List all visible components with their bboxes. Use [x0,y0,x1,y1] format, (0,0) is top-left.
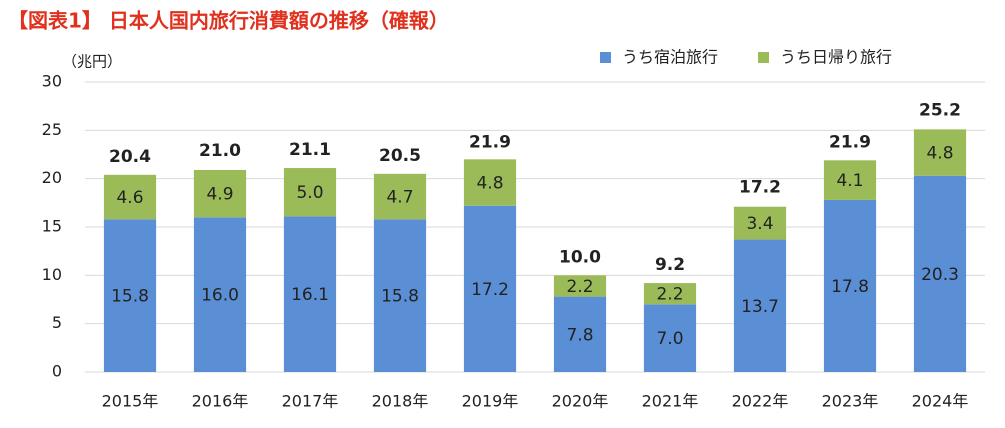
data-label: 15.8 [111,287,149,307]
x-tick-label: 2018年 [372,392,429,411]
data-label: 17.2 [471,280,509,300]
data-label: 4.7 [386,188,413,208]
total-label: 10.0 [559,247,601,267]
x-tick-label: 2021年 [642,392,699,411]
y-tick-label: 30 [42,72,62,91]
total-label: 17.2 [739,178,781,198]
bar-segment [823,199,877,372]
bar-segment [553,296,607,372]
legend-swatch [600,52,611,63]
data-label: 2.2 [656,285,683,305]
bar-segment [283,168,337,217]
data-label: 4.1 [836,171,863,191]
data-label: 7.0 [656,329,683,349]
data-label: 4.9 [206,185,233,205]
data-label: 4.8 [476,174,503,194]
x-tick-label: 2016年 [192,392,249,411]
bar-segment [463,205,517,372]
total-label: 20.4 [109,147,151,167]
data-label: 17.8 [831,277,869,297]
bar-segment [733,239,787,372]
bar-segment [463,159,517,206]
bar-segment [913,175,967,372]
total-label: 21.1 [289,140,331,160]
total-label: 25.2 [919,100,961,120]
chart-title: 【図表1】 日本人国内旅行消費額の推移（確報） [8,9,449,33]
bar-segment [643,304,697,372]
y-axis-label: （兆円） [62,53,122,71]
bar-segment [733,206,787,240]
bar-segment [193,169,247,218]
x-tick-label: 2015年 [102,392,159,411]
data-label: 7.8 [566,325,593,345]
total-label: 21.9 [469,132,511,152]
y-tick-label: 15 [42,217,62,236]
data-label: 15.8 [381,287,419,307]
bar-segment [193,217,247,372]
y-tick-label: 20 [42,168,62,187]
legend-label: うち宿泊旅行 [622,48,718,67]
bar-segment [373,173,427,220]
y-tick-label: 5 [52,313,62,332]
x-tick-label: 2024年 [912,392,969,411]
data-label: 4.8 [926,144,953,164]
legend-swatch [758,52,770,63]
x-tick-label: 2023年 [822,392,879,411]
data-label: 20.3 [921,265,959,285]
y-tick-label: 10 [42,265,62,284]
data-label: 16.1 [291,285,329,305]
x-tick-label: 2019年 [462,392,519,411]
total-label: 20.5 [379,146,421,166]
legend-label: うち日帰り旅行 [780,48,892,67]
data-label: 2.2 [566,277,593,297]
bar-segment [283,216,337,372]
bar-segment [103,174,157,220]
x-tick-label: 2017年 [282,392,339,411]
bar-segment [553,275,607,297]
x-tick-label: 2022年 [732,392,789,411]
bar-segment [373,219,427,372]
total-label: 9.2 [655,255,685,275]
data-label: 4.6 [116,188,143,208]
bar-segment [913,129,967,176]
data-label: 16.0 [201,286,239,306]
total-label: 21.0 [199,141,241,161]
bar-segment [103,219,157,372]
bar-segment [643,283,697,305]
y-tick-label: 25 [42,120,62,139]
data-label: 5.0 [296,183,323,203]
data-label: 3.4 [746,214,773,234]
data-label: 13.7 [741,297,779,317]
bar-segment [823,160,877,200]
x-tick-label: 2020年 [552,392,609,411]
y-tick-label: 0 [52,362,62,381]
total-label: 21.9 [829,132,871,152]
